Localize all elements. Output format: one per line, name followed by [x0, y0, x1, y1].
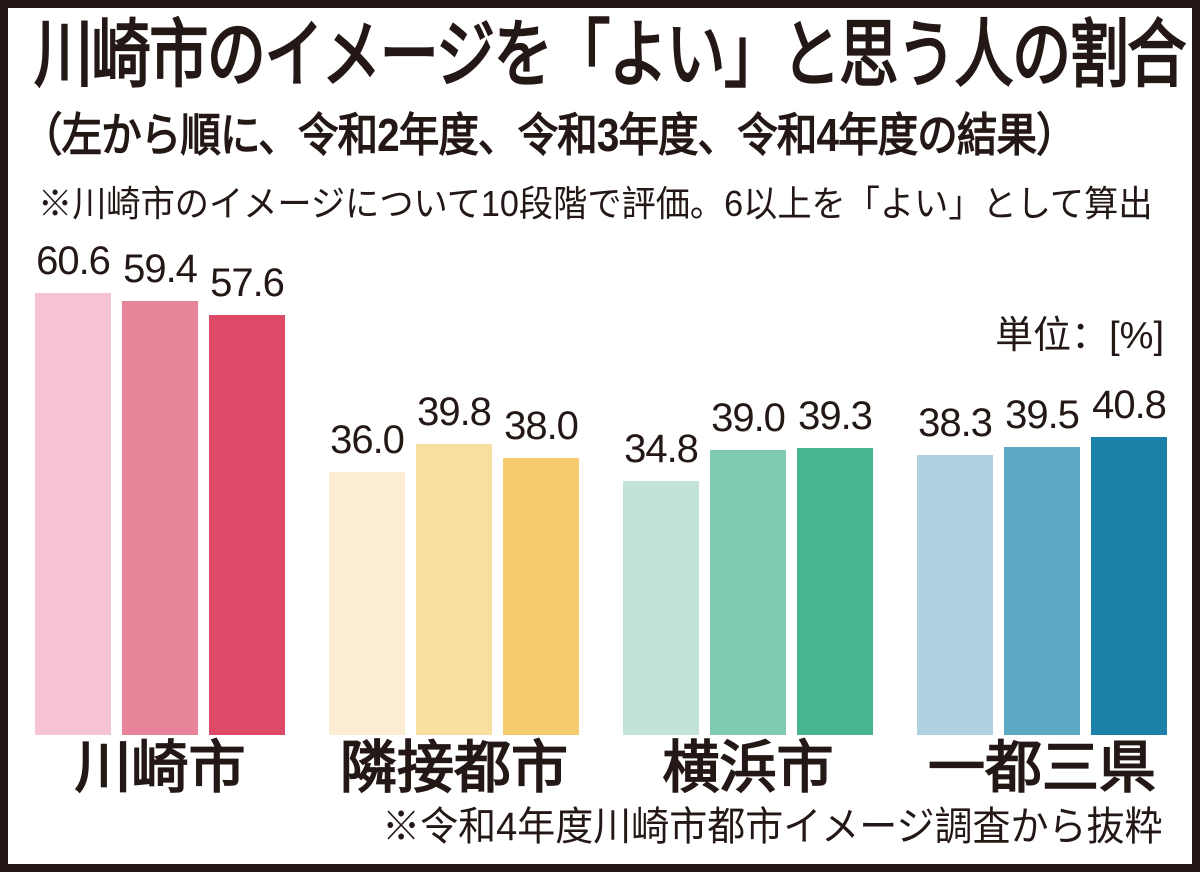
bar-group: 38.3 39.5 40.8 一都三県	[917, 383, 1167, 797]
bar-column: 59.4	[122, 247, 198, 735]
bar-column: 34.8	[623, 427, 699, 735]
bar-column: 38.3	[917, 401, 993, 735]
bar: 59.4	[122, 247, 198, 735]
bar-value-label: 39.0	[711, 396, 786, 440]
bar-column: 40.8	[1091, 383, 1167, 735]
bar-column: 39.3	[797, 394, 873, 735]
bar-group: 36.0 39.8 38.0 隣接都市	[329, 390, 579, 797]
bar-value-label: 39.8	[417, 390, 492, 434]
bar: 60.6	[35, 239, 111, 735]
bar-value-label: 36.0	[330, 418, 405, 462]
bar-column: 38.0	[503, 404, 579, 735]
chart-subtitle: （左から順に、令和2年度、令和3年度、令和4年度の結果）	[22, 109, 1077, 161]
bar-groups: 60.6 59.4 57.6 川崎市 36.0 39.8 38.0 隣接都市 34.8 39.0 3…	[35, 239, 1167, 797]
rating-method-note: ※川崎市のイメージについて10段階で評価。6以上を「よい」として算出	[38, 183, 1153, 224]
bar-value-label: 40.8	[1092, 383, 1167, 427]
bar-value-label: 60.6	[36, 239, 111, 283]
bar: 38.0	[503, 404, 579, 735]
chart-title: 川崎市のイメージを「よい」と思う人の割合	[34, 13, 1186, 96]
bar: 39.5	[1004, 393, 1080, 735]
category-label: 一都三県	[928, 736, 1156, 800]
bar-value-label: 38.0	[504, 404, 579, 448]
source-note: ※令和4年度川崎市都市イメージ調査から抜粋	[381, 805, 1162, 849]
bar: 39.0	[710, 396, 786, 735]
bar-column: 39.0	[710, 396, 786, 735]
bar-value-label: 59.4	[123, 247, 198, 291]
bar-group: 34.8 39.0 39.3 横浜市	[623, 394, 873, 797]
bar-column: 36.0	[329, 418, 405, 735]
bar: 39.3	[797, 394, 873, 735]
bar-column: 39.5	[1004, 393, 1080, 735]
bar-group: 60.6 59.4 57.6 川崎市	[35, 239, 285, 797]
bar-value-label: 39.5	[1005, 393, 1080, 437]
bar-value-label: 34.8	[624, 427, 699, 471]
category-label: 横浜市	[662, 736, 834, 800]
bar-column: 39.8	[416, 390, 492, 735]
bar: 36.0	[329, 418, 405, 735]
bar-column: 60.6	[35, 239, 111, 735]
bar: 38.3	[917, 401, 993, 735]
bar: 40.8	[1091, 383, 1167, 735]
bar-column: 57.6	[209, 261, 285, 735]
bar-value-label: 57.6	[210, 261, 285, 305]
category-label: 川崎市	[74, 736, 246, 800]
bar: 57.6	[209, 261, 285, 735]
bar-value-label: 38.3	[918, 401, 993, 445]
bar: 34.8	[623, 427, 699, 735]
unit-label: 単位：[%]	[995, 315, 1164, 357]
bar-value-label: 39.3	[798, 394, 873, 438]
bar: 39.8	[416, 390, 492, 735]
category-label: 隣接都市	[340, 736, 568, 800]
